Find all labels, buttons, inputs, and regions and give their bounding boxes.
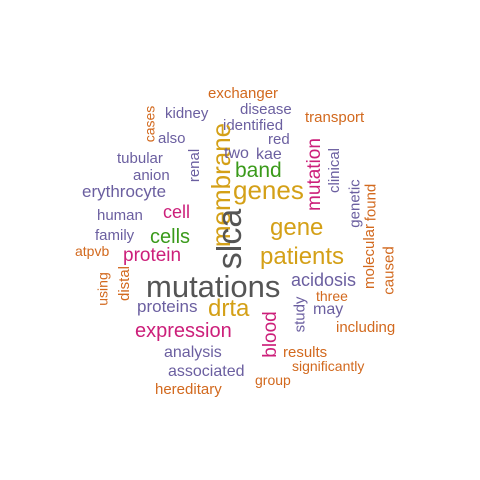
word-clinical: clinical: [326, 147, 344, 194]
word-molecular: molecular: [361, 223, 379, 290]
word-significantly: significantly: [292, 358, 365, 374]
word-associated: associated: [168, 363, 245, 380]
word-slca: slca: [211, 208, 250, 270]
word-cells: cells: [150, 226, 191, 248]
word-results: results: [283, 344, 328, 361]
word-genetic: genetic: [346, 179, 364, 228]
word-study: study: [291, 296, 309, 333]
word-found: found: [362, 183, 380, 222]
word-red: red: [268, 131, 290, 148]
word-drta: drta: [208, 295, 250, 322]
word-analysis: analysis: [164, 344, 222, 361]
word-band: band: [235, 159, 282, 182]
word-kae: kae: [256, 146, 282, 163]
word-three: three: [316, 288, 348, 304]
word-including: including: [336, 319, 396, 336]
word-transport: transport: [305, 109, 365, 126]
word-genes: genes: [233, 175, 304, 205]
word-gene: gene: [270, 214, 324, 241]
word-family: family: [95, 227, 135, 244]
word-identified: identified: [223, 117, 284, 134]
word-human: human: [97, 207, 143, 224]
word-acidosis: acidosis: [291, 270, 357, 290]
word-anion: anion: [133, 167, 170, 184]
word-patients: patients: [260, 243, 345, 270]
word-may: may: [313, 301, 344, 318]
word-cell: cell: [163, 202, 191, 222]
word-mutations: mutations: [146, 269, 281, 304]
word-group: group: [255, 372, 291, 388]
word-blood: blood: [259, 311, 281, 358]
word-two: two: [224, 145, 249, 162]
word-disease: disease: [240, 101, 292, 118]
word-cases: cases: [141, 105, 158, 143]
word-proteins: proteins: [137, 297, 198, 316]
word-erythrocyte: erythrocyte: [82, 182, 167, 201]
word-protein: protein: [123, 245, 182, 266]
word-caused: caused: [380, 246, 398, 295]
word-also: also: [158, 130, 186, 147]
word-distal: distal: [116, 265, 134, 302]
word-expression: expression: [135, 320, 232, 342]
word-exchanger: exchanger: [208, 85, 279, 102]
word-using: using: [94, 272, 111, 306]
word-renal: renal: [186, 148, 204, 183]
word-mutation: mutation: [303, 138, 325, 211]
word-kidney: kidney: [165, 105, 209, 122]
word-tubular: tubular: [117, 150, 163, 167]
word-atpvb: atpvb: [75, 243, 110, 259]
word-hereditary: hereditary: [155, 381, 222, 398]
